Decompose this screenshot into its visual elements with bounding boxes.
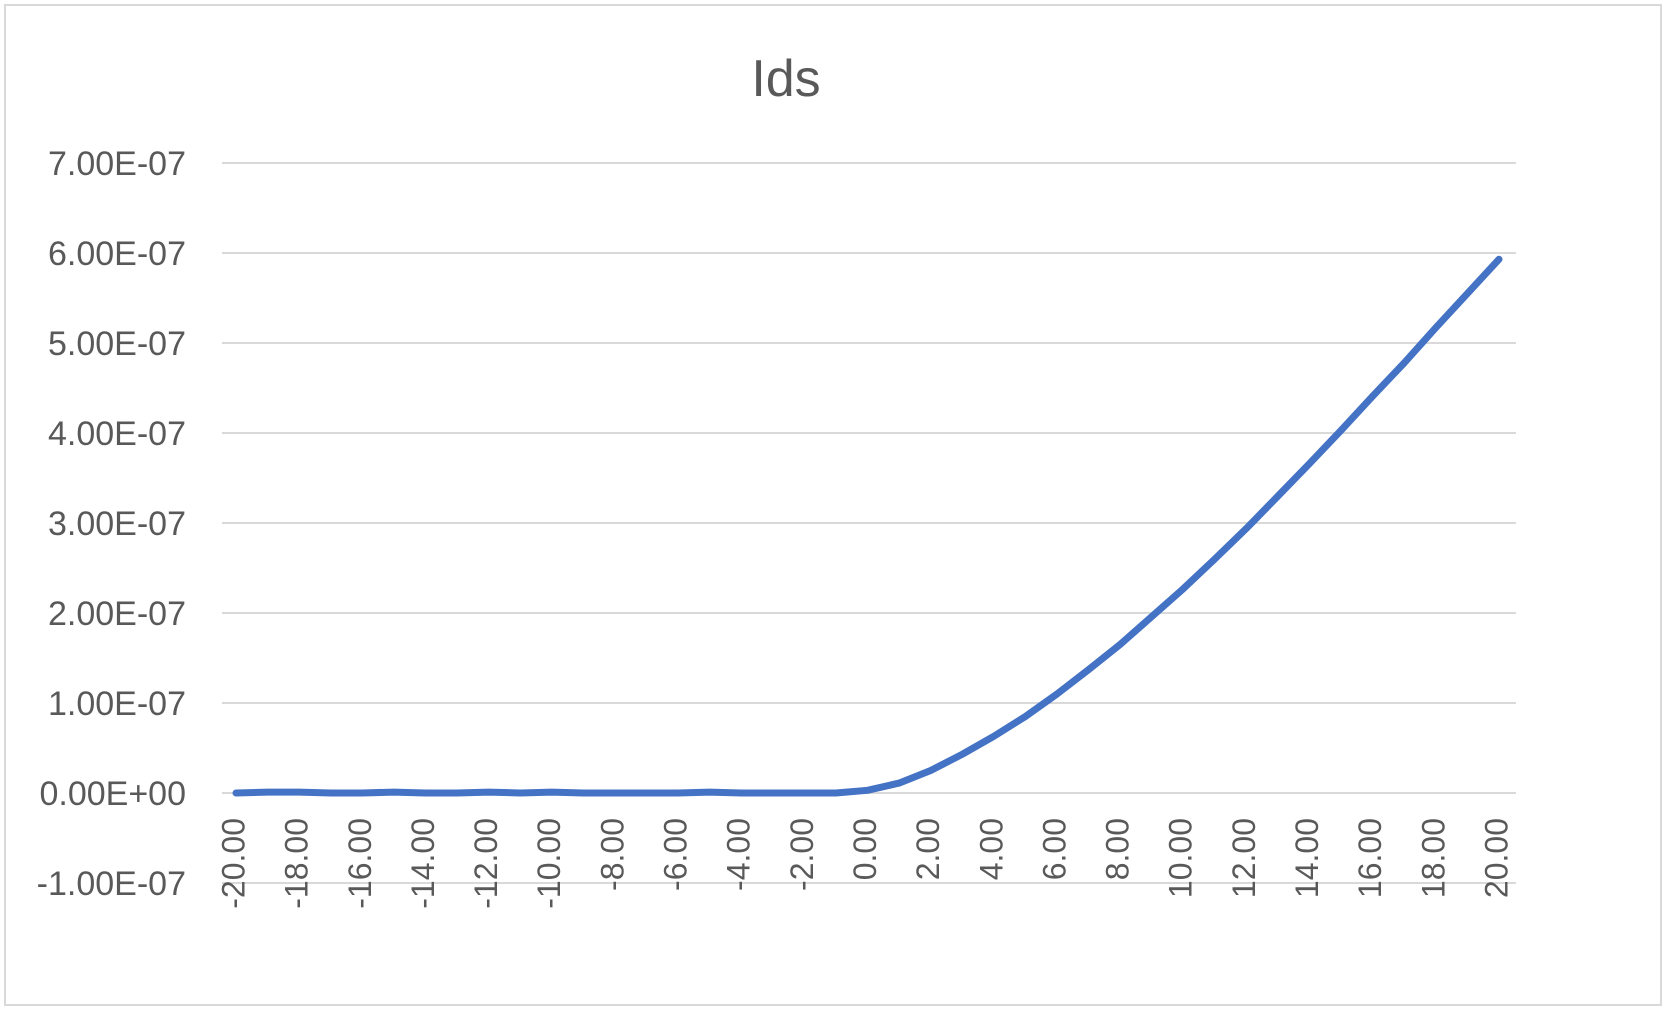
y-tick-label: 7.00E-07 [48, 145, 186, 183]
gridlines [222, 162, 1516, 884]
x-tick-label: -12.00 [468, 818, 504, 909]
x-tick-label: 10.00 [1163, 818, 1199, 898]
x-tick-label: -16.00 [342, 818, 378, 909]
y-axis-tick-labels: -1.00E-07 0.00E+00 1.00E-07 2.00E-07 3.00E-0… [37, 145, 186, 903]
x-tick-label: 16.00 [1352, 818, 1388, 898]
y-tick-label: -1.00E-07 [37, 865, 186, 903]
y-tick-label: 0.00E+00 [39, 775, 186, 813]
x-tick-label: 6.00 [1036, 818, 1072, 880]
x-tick-label: 18.00 [1415, 818, 1451, 898]
x-tick-label: 4.00 [973, 818, 1009, 880]
x-tick-label: -8.00 [594, 818, 630, 891]
y-tick-label: 3.00E-07 [48, 505, 186, 543]
chart-frame: Ids -1.00E-07 0.00E+00 1.00E-07 2.00E-07 3.0… [4, 4, 1662, 1006]
y-tick-label: 5.00E-07 [48, 325, 186, 363]
x-tick-label: -6.00 [658, 818, 694, 891]
x-tick-label: 2.00 [910, 818, 946, 880]
x-tick-label: 14.00 [1289, 818, 1325, 898]
line-chart: Ids -1.00E-07 0.00E+00 1.00E-07 2.00E-07 3.0… [37, 50, 1516, 909]
x-tick-label: -18.00 [279, 818, 315, 909]
x-tick-label: 20.00 [1478, 818, 1514, 898]
x-tick-label: -2.00 [784, 818, 820, 891]
y-tick-label: 6.00E-07 [48, 235, 186, 273]
series-layer [232, 255, 1503, 797]
y-tick-label: 1.00E-07 [48, 685, 186, 723]
x-axis-tick-labels: -20.00 -18.00 -16.00 -14.00 -12.00 -10.00 -8.0… [215, 818, 1514, 909]
chart-title: Ids [751, 50, 820, 108]
x-tick-label: 12.00 [1226, 818, 1262, 898]
y-tick-label: 2.00E-07 [48, 595, 186, 633]
x-tick-label: 0.00 [847, 818, 883, 880]
y-tick-label: 4.00E-07 [48, 415, 186, 453]
x-tick-label: -4.00 [721, 818, 757, 891]
series-line [232, 255, 1503, 797]
x-tick-label: 8.00 [1100, 818, 1136, 880]
x-tick-label: -20.00 [215, 818, 251, 909]
x-tick-label: -10.00 [531, 818, 567, 909]
x-tick-label: -14.00 [405, 818, 441, 909]
